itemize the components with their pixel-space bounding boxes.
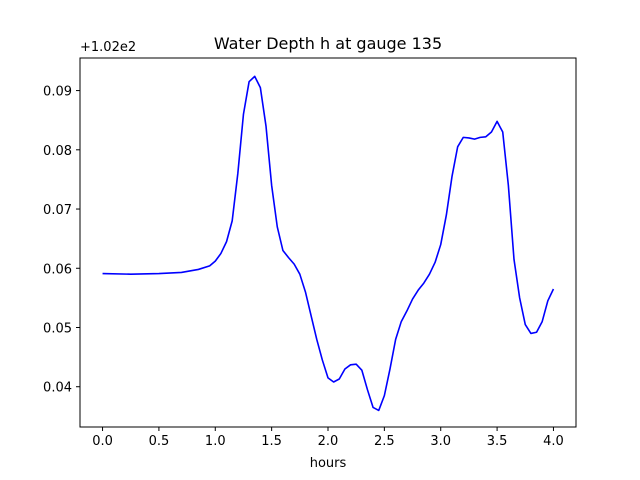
x-tick-label: 4.0	[543, 434, 564, 449]
x-tick-label: 0.0	[92, 434, 113, 449]
x-tick-label: 1.5	[261, 434, 282, 449]
x-tick-label: 3.0	[430, 434, 451, 449]
plot-area: 0.0 0.5 1.0 1.5 2.0 2.5 3.0 3.5 4.0 0.04 0.05 0.06 0…	[43, 57, 577, 449]
y-tick-label: 0.06	[43, 262, 72, 277]
series-line-0	[102, 75, 555, 412]
y-tick-label: 0.07	[43, 203, 72, 218]
y-tick-label: 0.05	[43, 321, 72, 336]
y-tick-label: 0.08	[43, 144, 72, 159]
x-tick-label: 0.5	[149, 434, 170, 449]
x-axis-label: hours	[310, 456, 347, 471]
x-tick-label: 3.5	[487, 434, 508, 449]
x-tick-label: 2.0	[318, 434, 339, 449]
y-tick-label: 0.09	[43, 85, 72, 100]
chart-title: Water Depth h at gauge 135	[214, 34, 442, 53]
y-tick-label: 0.04	[43, 381, 72, 396]
x-tick-label: 2.5	[374, 434, 395, 449]
y-offset-label: +1.02e2	[80, 40, 136, 55]
x-tick-label: 1.0	[205, 434, 226, 449]
